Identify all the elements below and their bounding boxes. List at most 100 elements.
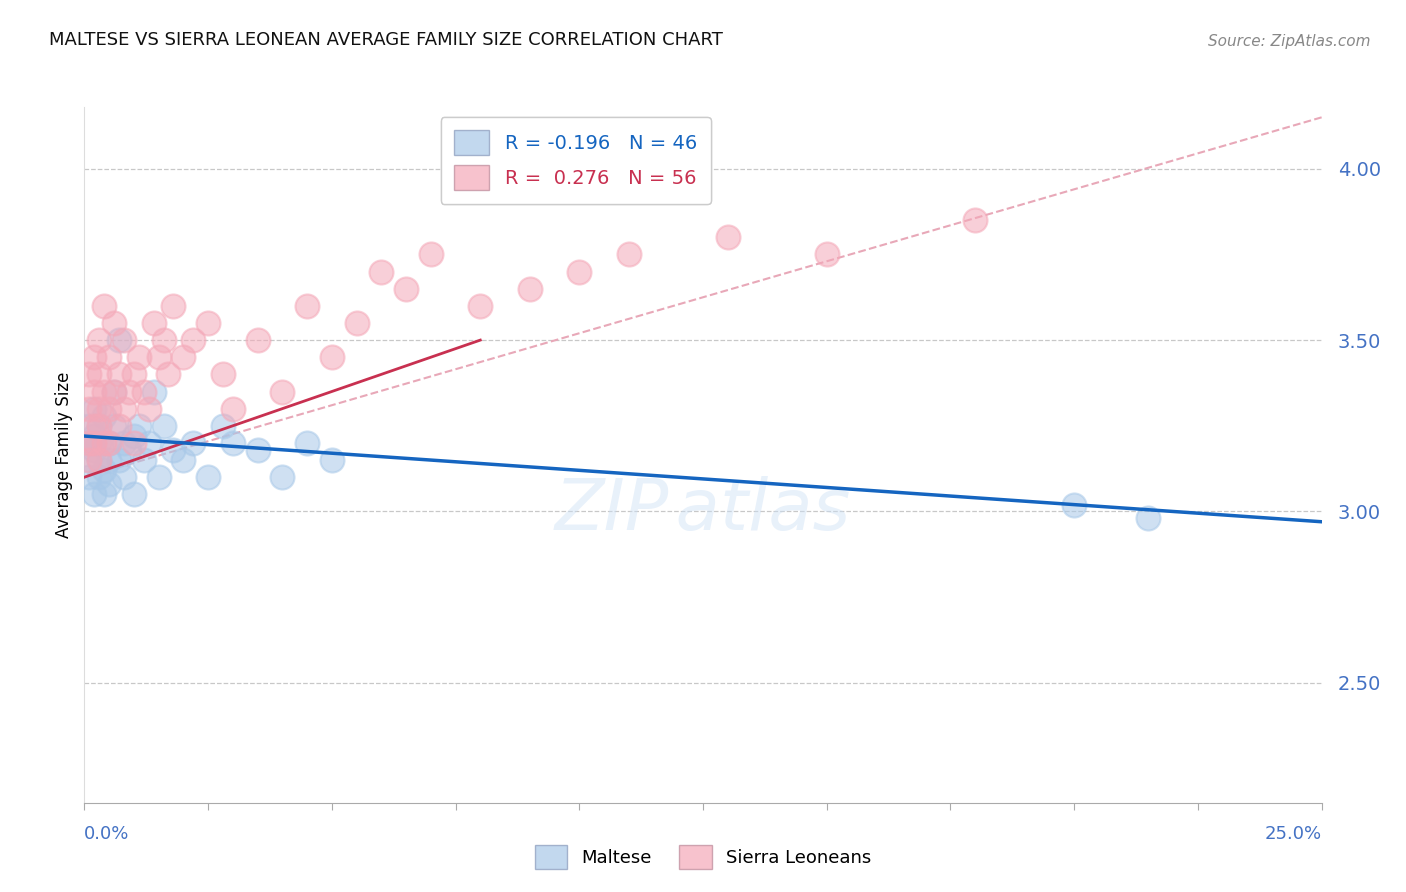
Point	[212, 368, 235, 382]
Point	[152, 333, 174, 347]
Point	[98, 477, 121, 491]
Point	[118, 442, 141, 457]
Point	[419, 247, 441, 261]
Point	[93, 487, 115, 501]
Point	[148, 470, 170, 484]
Text: 25.0%: 25.0%	[1264, 825, 1322, 843]
Point	[128, 350, 150, 364]
Point	[1063, 498, 1085, 512]
Point	[122, 368, 145, 382]
Point	[103, 384, 125, 399]
Point	[112, 401, 135, 416]
Point	[181, 333, 204, 347]
Point	[246, 333, 269, 347]
Point	[89, 368, 111, 382]
Text: ZIP atlas: ZIP atlas	[555, 476, 851, 545]
Point	[815, 247, 838, 261]
Point	[89, 333, 111, 347]
Point	[271, 384, 294, 399]
Point	[142, 384, 165, 399]
Point	[222, 401, 245, 416]
Legend: R = -0.196   N = 46, R =  0.276   N = 56: R = -0.196 N = 46, R = 0.276 N = 56	[440, 117, 710, 203]
Point	[181, 436, 204, 450]
Point	[83, 436, 105, 450]
Point	[93, 463, 115, 477]
Point	[295, 436, 318, 450]
Point	[93, 409, 115, 423]
Y-axis label: Average Family Size: Average Family Size	[55, 372, 73, 538]
Point	[89, 436, 111, 450]
Point	[122, 429, 145, 443]
Point	[568, 264, 591, 278]
Point	[321, 350, 343, 364]
Point	[321, 453, 343, 467]
Point	[519, 282, 541, 296]
Point	[93, 384, 115, 399]
Point	[93, 299, 115, 313]
Point	[138, 436, 160, 450]
Point	[395, 282, 418, 296]
Point	[83, 401, 105, 416]
Point	[79, 436, 101, 450]
Point	[212, 418, 235, 433]
Point	[79, 453, 101, 467]
Legend: Maltese, Sierra Leoneans: Maltese, Sierra Leoneans	[527, 838, 879, 876]
Point	[83, 436, 105, 450]
Point	[112, 436, 135, 450]
Point	[271, 470, 294, 484]
Point	[79, 418, 101, 433]
Text: MALTESE VS SIERRA LEONEAN AVERAGE FAMILY SIZE CORRELATION CHART: MALTESE VS SIERRA LEONEAN AVERAGE FAMILY…	[49, 31, 723, 49]
Point	[118, 384, 141, 399]
Point	[83, 487, 105, 501]
Point	[108, 418, 131, 433]
Point	[112, 470, 135, 484]
Point	[197, 470, 219, 484]
Point	[128, 418, 150, 433]
Point	[197, 316, 219, 330]
Point	[89, 470, 111, 484]
Point	[162, 299, 184, 313]
Point	[222, 436, 245, 450]
Point	[89, 401, 111, 416]
Point	[89, 453, 111, 467]
Point	[1137, 511, 1160, 525]
Point	[79, 368, 101, 382]
Point	[93, 436, 115, 450]
Point	[132, 384, 155, 399]
Point	[89, 418, 111, 433]
Point	[103, 316, 125, 330]
Point	[138, 401, 160, 416]
Point	[103, 418, 125, 433]
Point	[108, 368, 131, 382]
Point	[98, 436, 121, 450]
Point	[122, 436, 145, 450]
Point	[122, 487, 145, 501]
Point	[98, 350, 121, 364]
Text: 0.0%: 0.0%	[84, 825, 129, 843]
Text: Source: ZipAtlas.com: Source: ZipAtlas.com	[1208, 34, 1371, 49]
Point	[132, 453, 155, 467]
Point	[98, 453, 121, 467]
Point	[162, 442, 184, 457]
Point	[142, 316, 165, 330]
Point	[108, 333, 131, 347]
Point	[83, 384, 105, 399]
Point	[103, 384, 125, 399]
Point	[83, 442, 105, 457]
Point	[346, 316, 368, 330]
Point	[98, 436, 121, 450]
Point	[157, 368, 180, 382]
Point	[295, 299, 318, 313]
Point	[98, 401, 121, 416]
Point	[89, 418, 111, 433]
Point	[83, 350, 105, 364]
Point	[152, 418, 174, 433]
Point	[172, 350, 194, 364]
Point	[617, 247, 640, 261]
Point	[79, 453, 101, 467]
Point	[79, 401, 101, 416]
Point	[965, 213, 987, 227]
Point	[112, 333, 135, 347]
Point	[108, 453, 131, 467]
Point	[83, 429, 105, 443]
